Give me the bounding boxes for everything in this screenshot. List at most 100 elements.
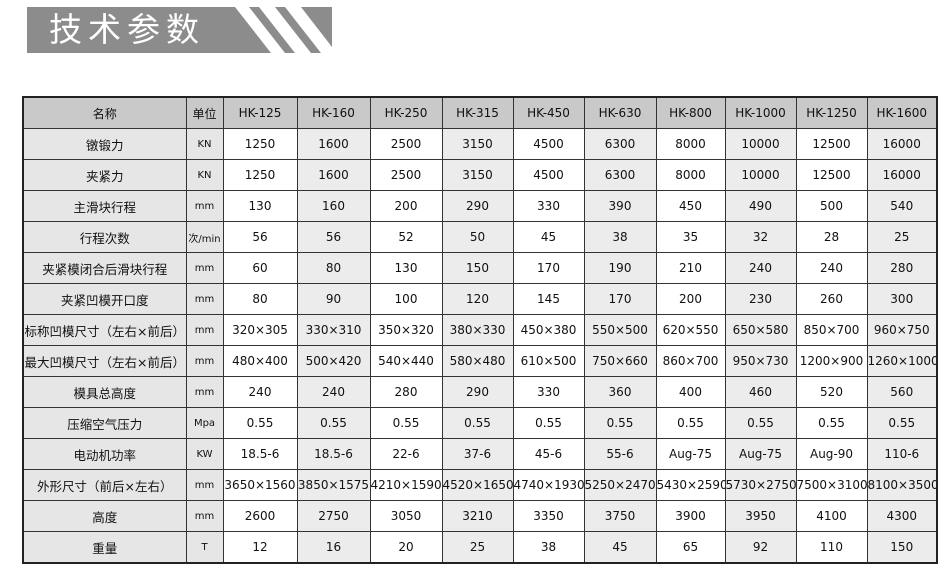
param-value: 80 [222, 283, 298, 315]
param-unit: 次/min [185, 221, 224, 253]
param-value: 3350 [512, 500, 585, 532]
table-row: 标称凹模尺寸（左右×前后） mm 320×305 330×310 350×320 380×… [22, 314, 938, 346]
param-value: 520 [795, 376, 868, 408]
param-value: 10000 [724, 128, 797, 160]
param-value: 55-6 [583, 438, 657, 470]
param-value: Aug-90 [795, 438, 868, 470]
param-unit: mm [185, 190, 224, 222]
param-value: 0.55 [296, 407, 371, 439]
header-model: HK-450 [512, 96, 585, 129]
param-value: 330 [512, 190, 585, 222]
param-value: 190 [583, 252, 657, 284]
param-value: 380×330 [441, 314, 514, 346]
param-name: 夹紧模闭合后滑块行程 [22, 252, 187, 284]
param-value: 0.55 [795, 407, 868, 439]
param-value: 4300 [866, 500, 938, 532]
param-value: 1200×900 [795, 345, 868, 377]
param-value: 56 [296, 221, 371, 253]
param-name: 高度 [22, 500, 187, 532]
param-value: 10000 [724, 159, 797, 191]
table-row: 夹紧凹模开口度 mm 80 90 100 120 145 170 200 230 260 300 [22, 283, 938, 315]
param-value: 0.55 [655, 407, 726, 439]
param-value: 35 [655, 221, 726, 253]
param-value: 240 [795, 252, 868, 284]
param-value: 3650×1560 [222, 469, 298, 501]
table-row: 电动机功率 KW 18.5-6 18.5-6 22-6 37-6 45-6 55-6 Aug-7… [22, 438, 938, 470]
param-value: 130 [369, 252, 443, 284]
param-value: 12500 [795, 128, 868, 160]
param-value: 52 [369, 221, 443, 253]
param-value: 22-6 [369, 438, 443, 470]
table-row: 主滑块行程 mm 130 160 200 290 330 390 450 490 500 540 [22, 190, 938, 222]
header-model: HK-1000 [724, 96, 797, 129]
param-value: 0.55 [866, 407, 938, 439]
param-value: 4740×1930 [512, 469, 585, 501]
param-value: 45 [583, 531, 657, 564]
spec-table: 名称 单位 HK-125 HK-160 HK-250 HK-315 HK-450 HK-630… [22, 96, 938, 564]
param-value: 110 [795, 531, 868, 564]
param-value: 6300 [583, 159, 657, 191]
param-value: 28 [795, 221, 868, 253]
param-name: 行程次数 [22, 221, 187, 253]
param-value: 580×480 [441, 345, 514, 377]
param-value: Aug-75 [724, 438, 797, 470]
param-value: 18.5-6 [222, 438, 298, 470]
param-value: 16000 [866, 128, 938, 160]
param-value: 18.5-6 [296, 438, 371, 470]
param-value: 3050 [369, 500, 443, 532]
param-name: 镦锻力 [22, 128, 187, 160]
param-value: 200 [369, 190, 443, 222]
param-value: 300 [866, 283, 938, 315]
header-model: HK-160 [296, 96, 371, 129]
table-row: 夹紧模闭合后滑块行程 mm 60 80 130 150 170 190 210 240 240 280 [22, 252, 938, 284]
param-value: 8100×3500 [866, 469, 938, 501]
param-value: 620×550 [655, 314, 726, 346]
param-value: 3850×1575 [296, 469, 371, 501]
param-value: 450 [655, 190, 726, 222]
param-value: 240 [724, 252, 797, 284]
param-value: 540×440 [369, 345, 443, 377]
header-model: HK-630 [583, 96, 657, 129]
param-value: 120 [441, 283, 514, 315]
param-value: 240 [222, 376, 298, 408]
param-value: 130 [222, 190, 298, 222]
param-value: 25 [866, 221, 938, 253]
param-value: 6300 [583, 128, 657, 160]
header-name: 名称 [22, 96, 187, 129]
table-row: 重量 T 12 16 20 25 38 45 65 92 110 150 [22, 531, 938, 564]
param-value: 1600 [296, 128, 371, 160]
param-value: 20 [369, 531, 443, 564]
param-value: 56 [222, 221, 298, 253]
param-value: 8000 [655, 159, 726, 191]
param-value: 210 [655, 252, 726, 284]
param-value: 230 [724, 283, 797, 315]
param-value: 0.55 [583, 407, 657, 439]
param-unit: KN [185, 159, 224, 191]
table-row: 夹紧力 KN 1250 1600 2500 3150 4500 6300 8000 10000 12… [22, 159, 938, 191]
param-value: 100 [369, 283, 443, 315]
param-unit: mm [185, 283, 224, 315]
param-value: 3150 [441, 159, 514, 191]
banner-stripes-graphic [27, 7, 332, 53]
param-name: 主滑块行程 [22, 190, 187, 222]
param-name: 重量 [22, 531, 187, 564]
param-value: 37-6 [441, 438, 514, 470]
param-name: 最大凹模尺寸（左右×前后） [22, 345, 187, 377]
param-value: 390 [583, 190, 657, 222]
param-value: 110-6 [866, 438, 938, 470]
param-value: 80 [296, 252, 371, 284]
param-unit: mm [185, 469, 224, 501]
header-model: HK-800 [655, 96, 726, 129]
header-model: HK-1600 [866, 96, 938, 129]
param-value: 330×310 [296, 314, 371, 346]
param-value: 3150 [441, 128, 514, 160]
param-value: 750×660 [583, 345, 657, 377]
table-row: 高度 mm 2600 2750 3050 3210 3350 3750 3900 3950 4100… [22, 500, 938, 532]
param-value: 45 [512, 221, 585, 253]
param-value: 150 [866, 531, 938, 564]
header-model: HK-1250 [795, 96, 868, 129]
param-value: 50 [441, 221, 514, 253]
param-value: 38 [583, 221, 657, 253]
param-value: 4500 [512, 159, 585, 191]
param-value: 490 [724, 190, 797, 222]
